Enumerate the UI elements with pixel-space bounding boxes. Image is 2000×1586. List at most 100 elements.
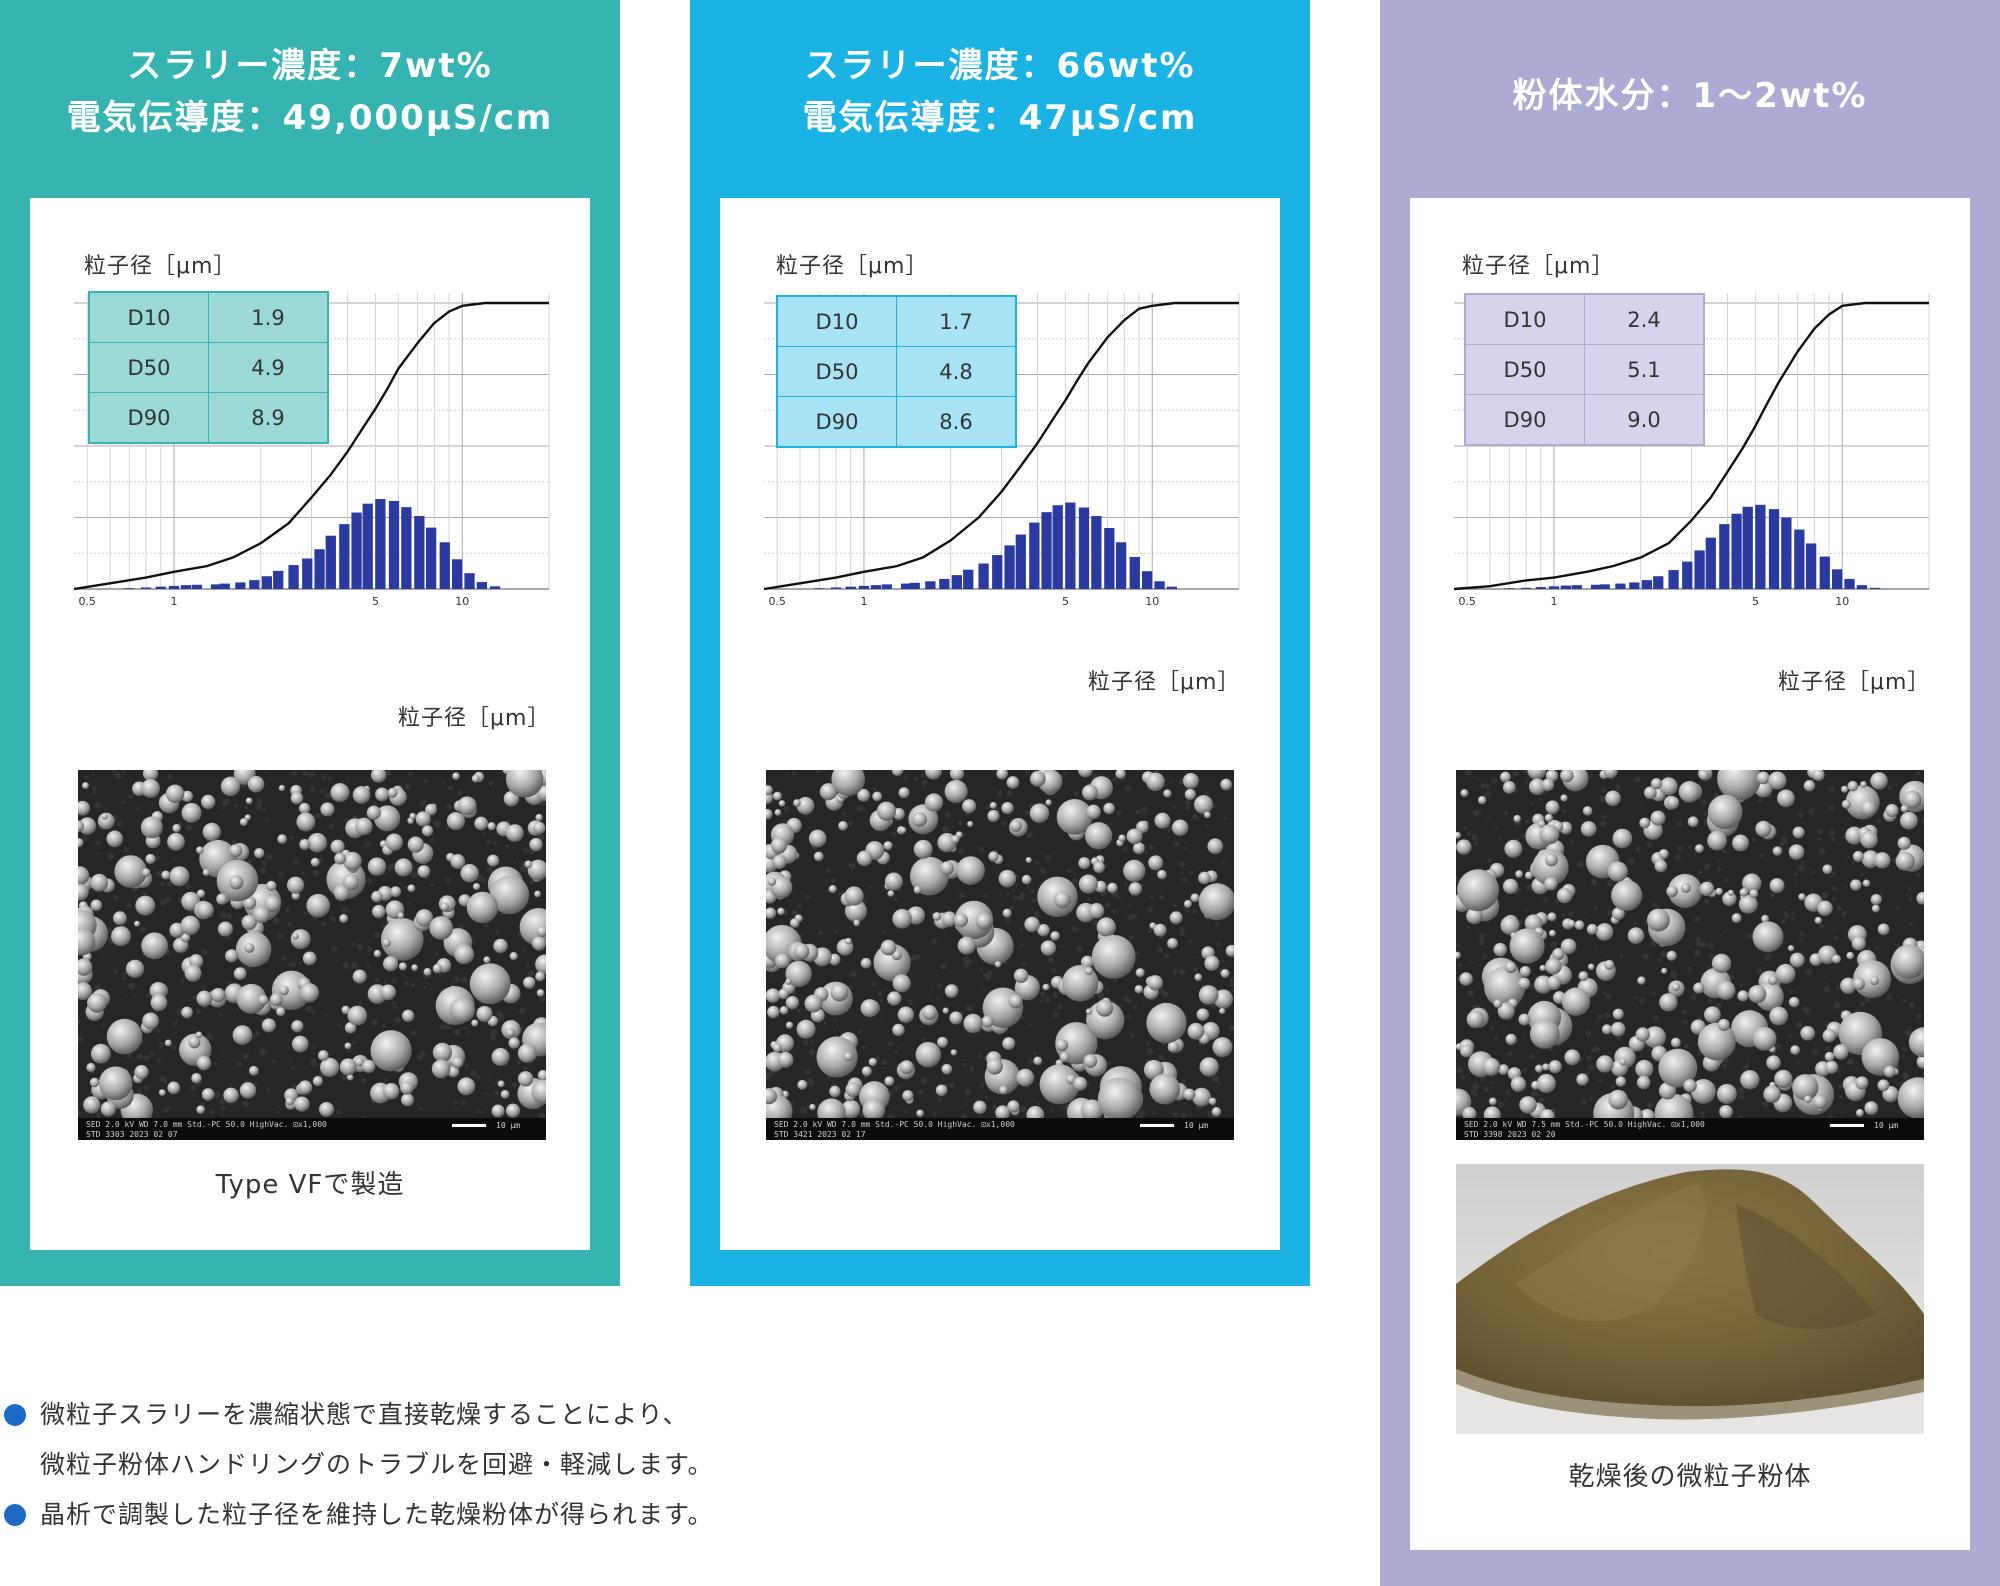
- sem-particle: [1013, 968, 1029, 983]
- sem-particle: [290, 929, 311, 950]
- sem-background-speck: [486, 867, 493, 874]
- sem-particle: [819, 783, 837, 801]
- sem-background-speck: [1106, 1060, 1112, 1065]
- sem-background-speck: [324, 792, 332, 799]
- sem-background-speck: [1498, 837, 1502, 841]
- sem-background-speck: [439, 1024, 445, 1030]
- sem-background-speck: [1840, 1111, 1844, 1114]
- sem-info-line-2: STD 3303 2023 02 07: [86, 1130, 178, 1139]
- histogram-bar: [476, 582, 488, 589]
- sem-particles: [766, 770, 1234, 1118]
- sem-particle: [460, 864, 479, 883]
- sem-particle: [779, 1006, 789, 1015]
- histogram-bar: [414, 516, 425, 589]
- sem-particle: [298, 1080, 313, 1095]
- sem-background-speck: [1828, 786, 1835, 793]
- sem-particle: [892, 974, 911, 993]
- sem-particle: [1610, 1021, 1626, 1037]
- sem-particle: [987, 809, 1000, 823]
- sem-background-speck: [271, 1060, 276, 1064]
- sem-background-speck: [932, 1111, 938, 1117]
- sem-background-speck: [1172, 968, 1178, 975]
- sem-background-speck: [1072, 877, 1078, 884]
- sem-particle: [387, 787, 398, 798]
- sem-background-speck: [1530, 968, 1534, 972]
- sem-background-speck: [127, 903, 132, 908]
- histogram-bar: [1015, 534, 1026, 589]
- sem-background-speck: [155, 1028, 161, 1034]
- sem-background-speck: [1172, 1112, 1178, 1118]
- sem-particle: [310, 857, 320, 867]
- sem-particle: [1115, 770, 1126, 779]
- sem-particle: [1095, 999, 1114, 1017]
- sem-background-speck: [891, 831, 897, 837]
- sem-particle: [1611, 879, 1643, 911]
- sem-particle: [862, 1098, 886, 1118]
- sem-background-speck: [1028, 1023, 1032, 1027]
- sem-particle: [261, 1018, 276, 1033]
- sem-particle: [1607, 861, 1628, 882]
- sem-particle: [1788, 844, 1805, 860]
- sem-background-speck: [1635, 995, 1639, 1000]
- sem-background-speck: [80, 834, 88, 842]
- histogram-bar: [1141, 571, 1153, 589]
- sem-particle: [1167, 937, 1178, 949]
- sem-background-speck: [1502, 1024, 1505, 1027]
- sem-background-speck: [126, 1054, 132, 1060]
- sem-particle: [306, 893, 331, 918]
- sem-background-speck: [978, 846, 985, 853]
- sem-background-speck: [1127, 903, 1131, 907]
- sem-background-speck: [255, 803, 262, 810]
- sem-particle: [145, 853, 156, 864]
- sem-particle: [1539, 824, 1560, 845]
- sem-particle: [1717, 770, 1761, 801]
- sem-particle: [1502, 878, 1519, 894]
- sem-particle: [239, 1082, 257, 1099]
- sem-background-speck: [522, 846, 530, 854]
- sem-background-speck: [1050, 967, 1057, 974]
- sem-background-speck: [800, 1106, 808, 1114]
- sem-background-speck: [1472, 1082, 1480, 1090]
- histogram-bar: [273, 570, 284, 589]
- sem-background-speck: [394, 1016, 401, 1024]
- sem-background-speck: [952, 902, 955, 905]
- sem-background-speck: [84, 775, 88, 780]
- sem-background-speck: [328, 776, 333, 781]
- sem-background-speck: [940, 963, 947, 970]
- sem-background-speck: [194, 1100, 197, 1103]
- sem-particle: [181, 790, 194, 803]
- panel-caption: 乾燥後の微粒子粉体: [1568, 1462, 1812, 1492]
- sem-background-speck: [276, 932, 284, 940]
- sem-particle: [1546, 975, 1562, 990]
- sem-background-speck: [802, 917, 806, 920]
- sem-particle: [169, 866, 190, 887]
- sem-background-speck: [1592, 905, 1598, 911]
- sem-particle: [487, 822, 496, 831]
- sem-particle: [1612, 907, 1625, 920]
- sem-particle: [229, 844, 243, 858]
- sem-background-speck: [490, 1028, 497, 1036]
- sem-background-speck: [527, 970, 535, 977]
- sem-background-speck: [1146, 1041, 1151, 1046]
- sem-particle: [924, 793, 944, 812]
- sem-background-speck: [1821, 891, 1828, 899]
- sem-particle: [1891, 944, 1924, 979]
- sem-background-speck: [1063, 1105, 1067, 1109]
- sem-particle: [944, 984, 959, 998]
- sem-particle: [1184, 788, 1196, 800]
- sem-background-speck: [131, 994, 135, 997]
- sem-particle: [1731, 913, 1742, 924]
- sem-particle: [1107, 882, 1118, 894]
- sem-background-speck: [997, 790, 1003, 796]
- sem-background-speck: [172, 1021, 177, 1026]
- sem-particle: [1518, 1013, 1531, 1026]
- panel-card: 粒子径［μm］ 0.5 1 5 10 D10 1.7 D50 4.8 D90 8.6 粒子径…: [720, 198, 1280, 1250]
- sem-background-speck: [1191, 813, 1198, 820]
- sem-background-speck: [1650, 941, 1657, 947]
- histogram-bar: [992, 555, 1003, 589]
- sem-background-speck: [1481, 783, 1486, 789]
- sem-particle: [135, 895, 156, 916]
- sem-background-speck: [1769, 893, 1775, 898]
- sem-background-speck: [1026, 832, 1033, 839]
- sem-background-speck: [1598, 1079, 1603, 1083]
